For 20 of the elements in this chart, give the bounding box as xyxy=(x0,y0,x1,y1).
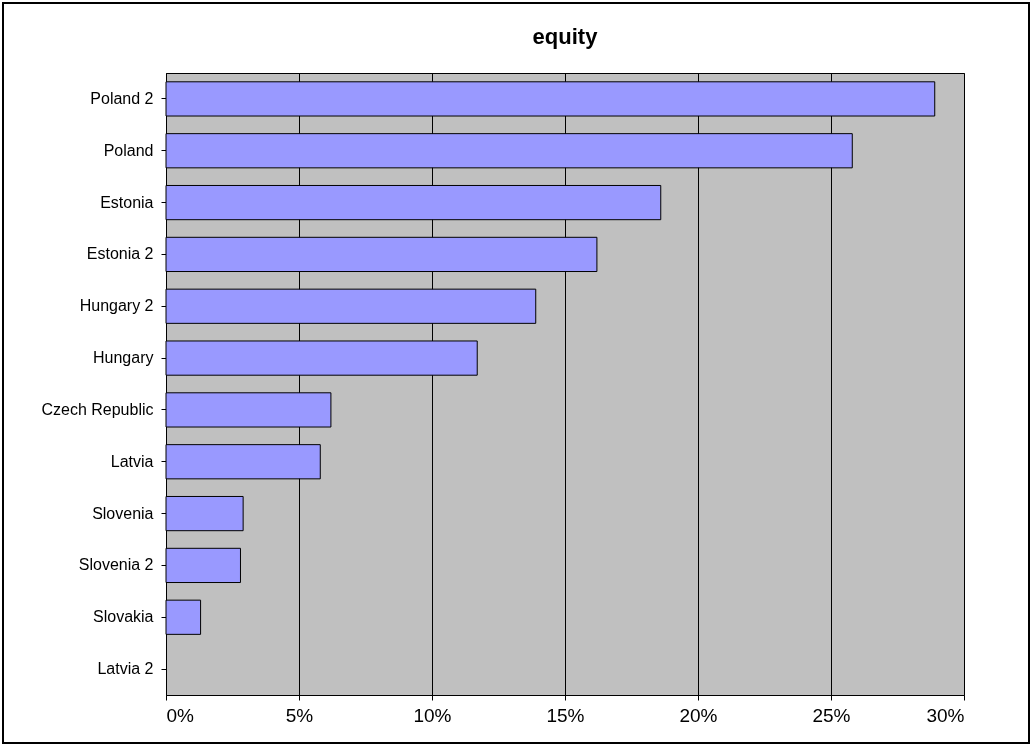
y-tick-label: Poland 2 xyxy=(90,89,154,107)
x-tick-label: 25% xyxy=(812,704,851,726)
y-tick-label: Estonia xyxy=(100,193,154,211)
x-tick-label: 30% xyxy=(926,704,965,726)
chart-title: equity xyxy=(532,24,599,49)
y-tick-label: Slovenia xyxy=(92,504,154,522)
x-tick-label: 20% xyxy=(679,704,718,726)
y-tick-label: Estonia 2 xyxy=(86,245,154,263)
x-tick-label: 15% xyxy=(546,704,585,726)
y-tick-label: Hungary 2 xyxy=(79,297,154,315)
y-tick-label: Hungary xyxy=(93,349,154,367)
y-tick-label: Slovenia 2 xyxy=(78,556,154,574)
x-tick-label: 10% xyxy=(413,704,452,726)
y-tick-label: Czech Republic xyxy=(41,400,154,418)
x-tick-label: 5% xyxy=(285,704,314,726)
x-tick-label: 0% xyxy=(166,704,195,726)
y-tick-label: Latvia xyxy=(110,452,154,470)
y-tick-label: Poland xyxy=(103,141,154,159)
y-tick-label: Latvia 2 xyxy=(97,660,154,678)
y-tick-label: Slovakia xyxy=(93,608,154,626)
